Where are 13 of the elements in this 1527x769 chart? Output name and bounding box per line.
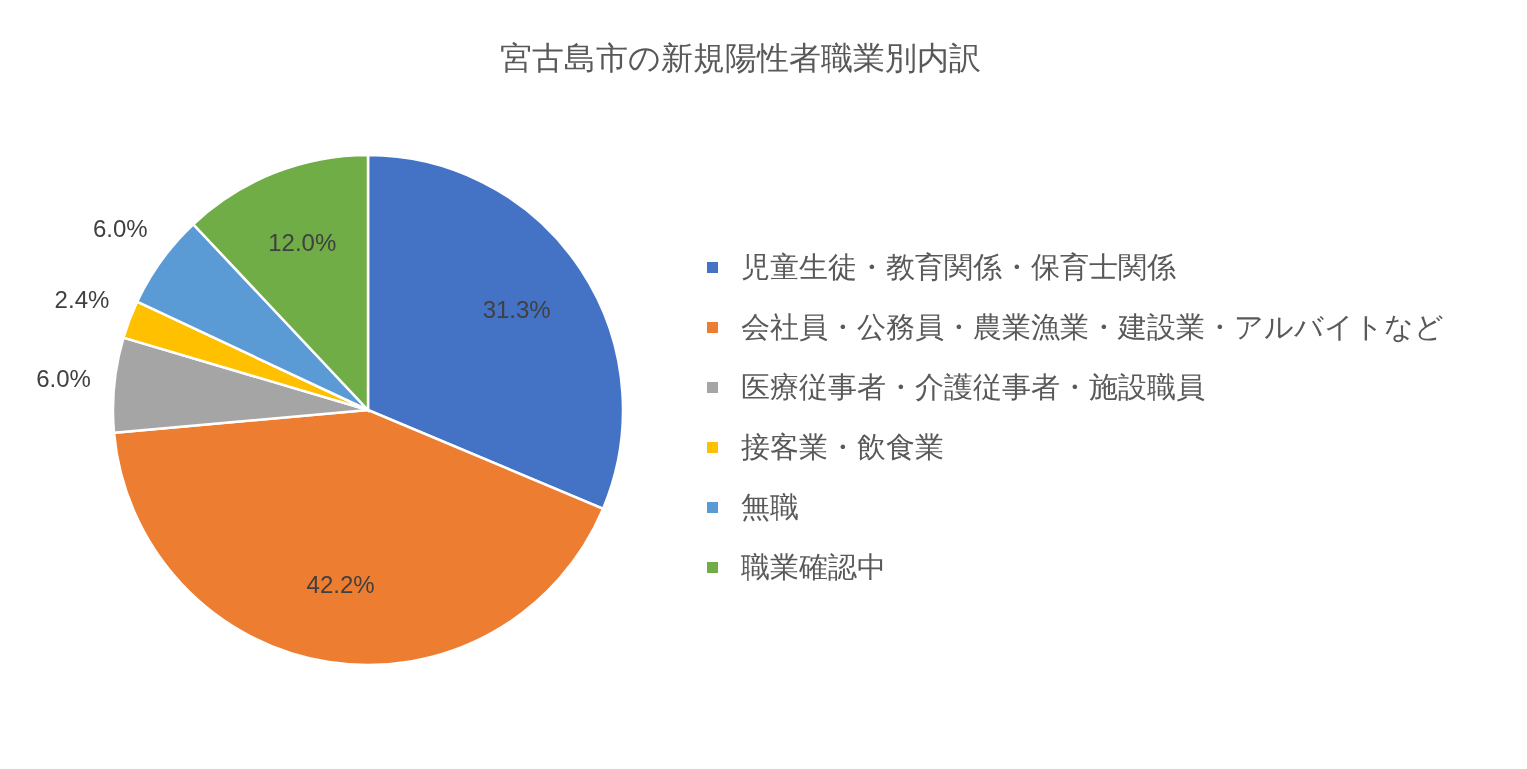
legend-label: 無職 — [741, 490, 799, 523]
legend-label: 医療従事者・介護従事者・施設職員 — [741, 370, 1205, 403]
legend-label: 児童生徒・教育関係・保育士関係 — [741, 250, 1176, 283]
legend-label: 接客業・飲食業 — [741, 430, 944, 463]
legend-label: 会社員・公務員・農業漁業・建設業・アルバイトなど — [741, 310, 1444, 343]
data-label: 6.0% — [36, 364, 91, 392]
data-label: 6.0% — [92, 215, 148, 243]
data-label: 12.0% — [268, 229, 337, 257]
chart-title: 宮古島市の新規陽性者職業別内訳 — [499, 40, 981, 76]
data-label: 2.4% — [54, 286, 110, 314]
legend-label: 職業確認中 — [741, 550, 886, 583]
data-label: 31.3% — [482, 296, 551, 324]
data-label: 42.2% — [306, 571, 375, 599]
